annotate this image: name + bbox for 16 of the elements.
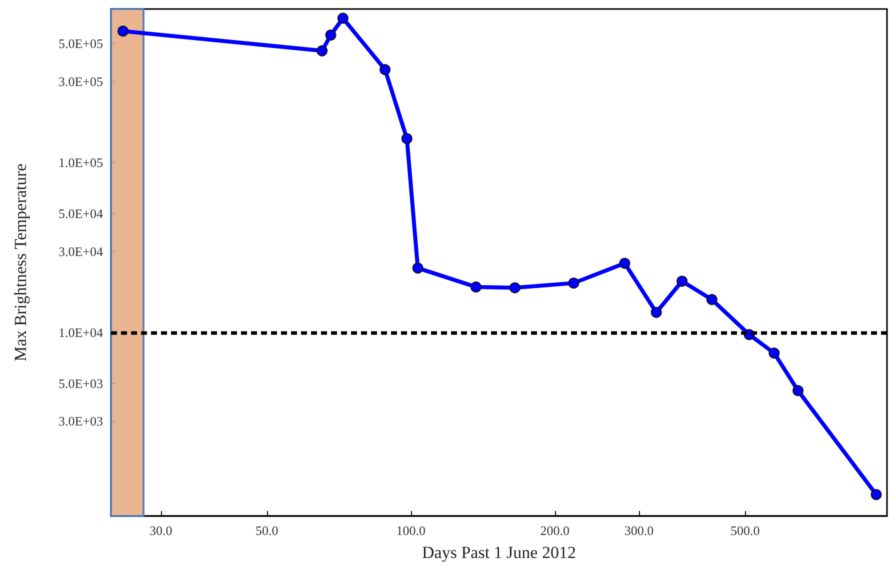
x-tick-label: 100.0	[396, 523, 426, 538]
x-tick-label: 30.0	[149, 523, 172, 538]
x-tick-label: 300.0	[624, 523, 654, 538]
y-tick-label: 3.0E+03	[58, 414, 103, 429]
x-axis-title: Days Past 1 June 2012	[422, 543, 576, 562]
y-axis-title: Max Brightness Temperature	[11, 164, 30, 362]
y-tick-label: 3.0E+04	[58, 244, 104, 259]
y-tick-label: 5.0E+05	[58, 36, 103, 52]
y-tick-label: 1.0E+05	[58, 154, 103, 170]
x-tick-label: 200.0	[540, 523, 570, 538]
x-tick-label: 50.0	[256, 523, 278, 538]
x-tick-label: 500.0	[730, 523, 760, 538]
y-tick-label: 3.0E+05	[58, 74, 103, 89]
y-tick-label: 5.0E+03	[58, 376, 103, 391]
y-tick-label: 1.0E+04	[58, 324, 104, 340]
y-tick-label: 5.0E+04	[58, 206, 104, 222]
